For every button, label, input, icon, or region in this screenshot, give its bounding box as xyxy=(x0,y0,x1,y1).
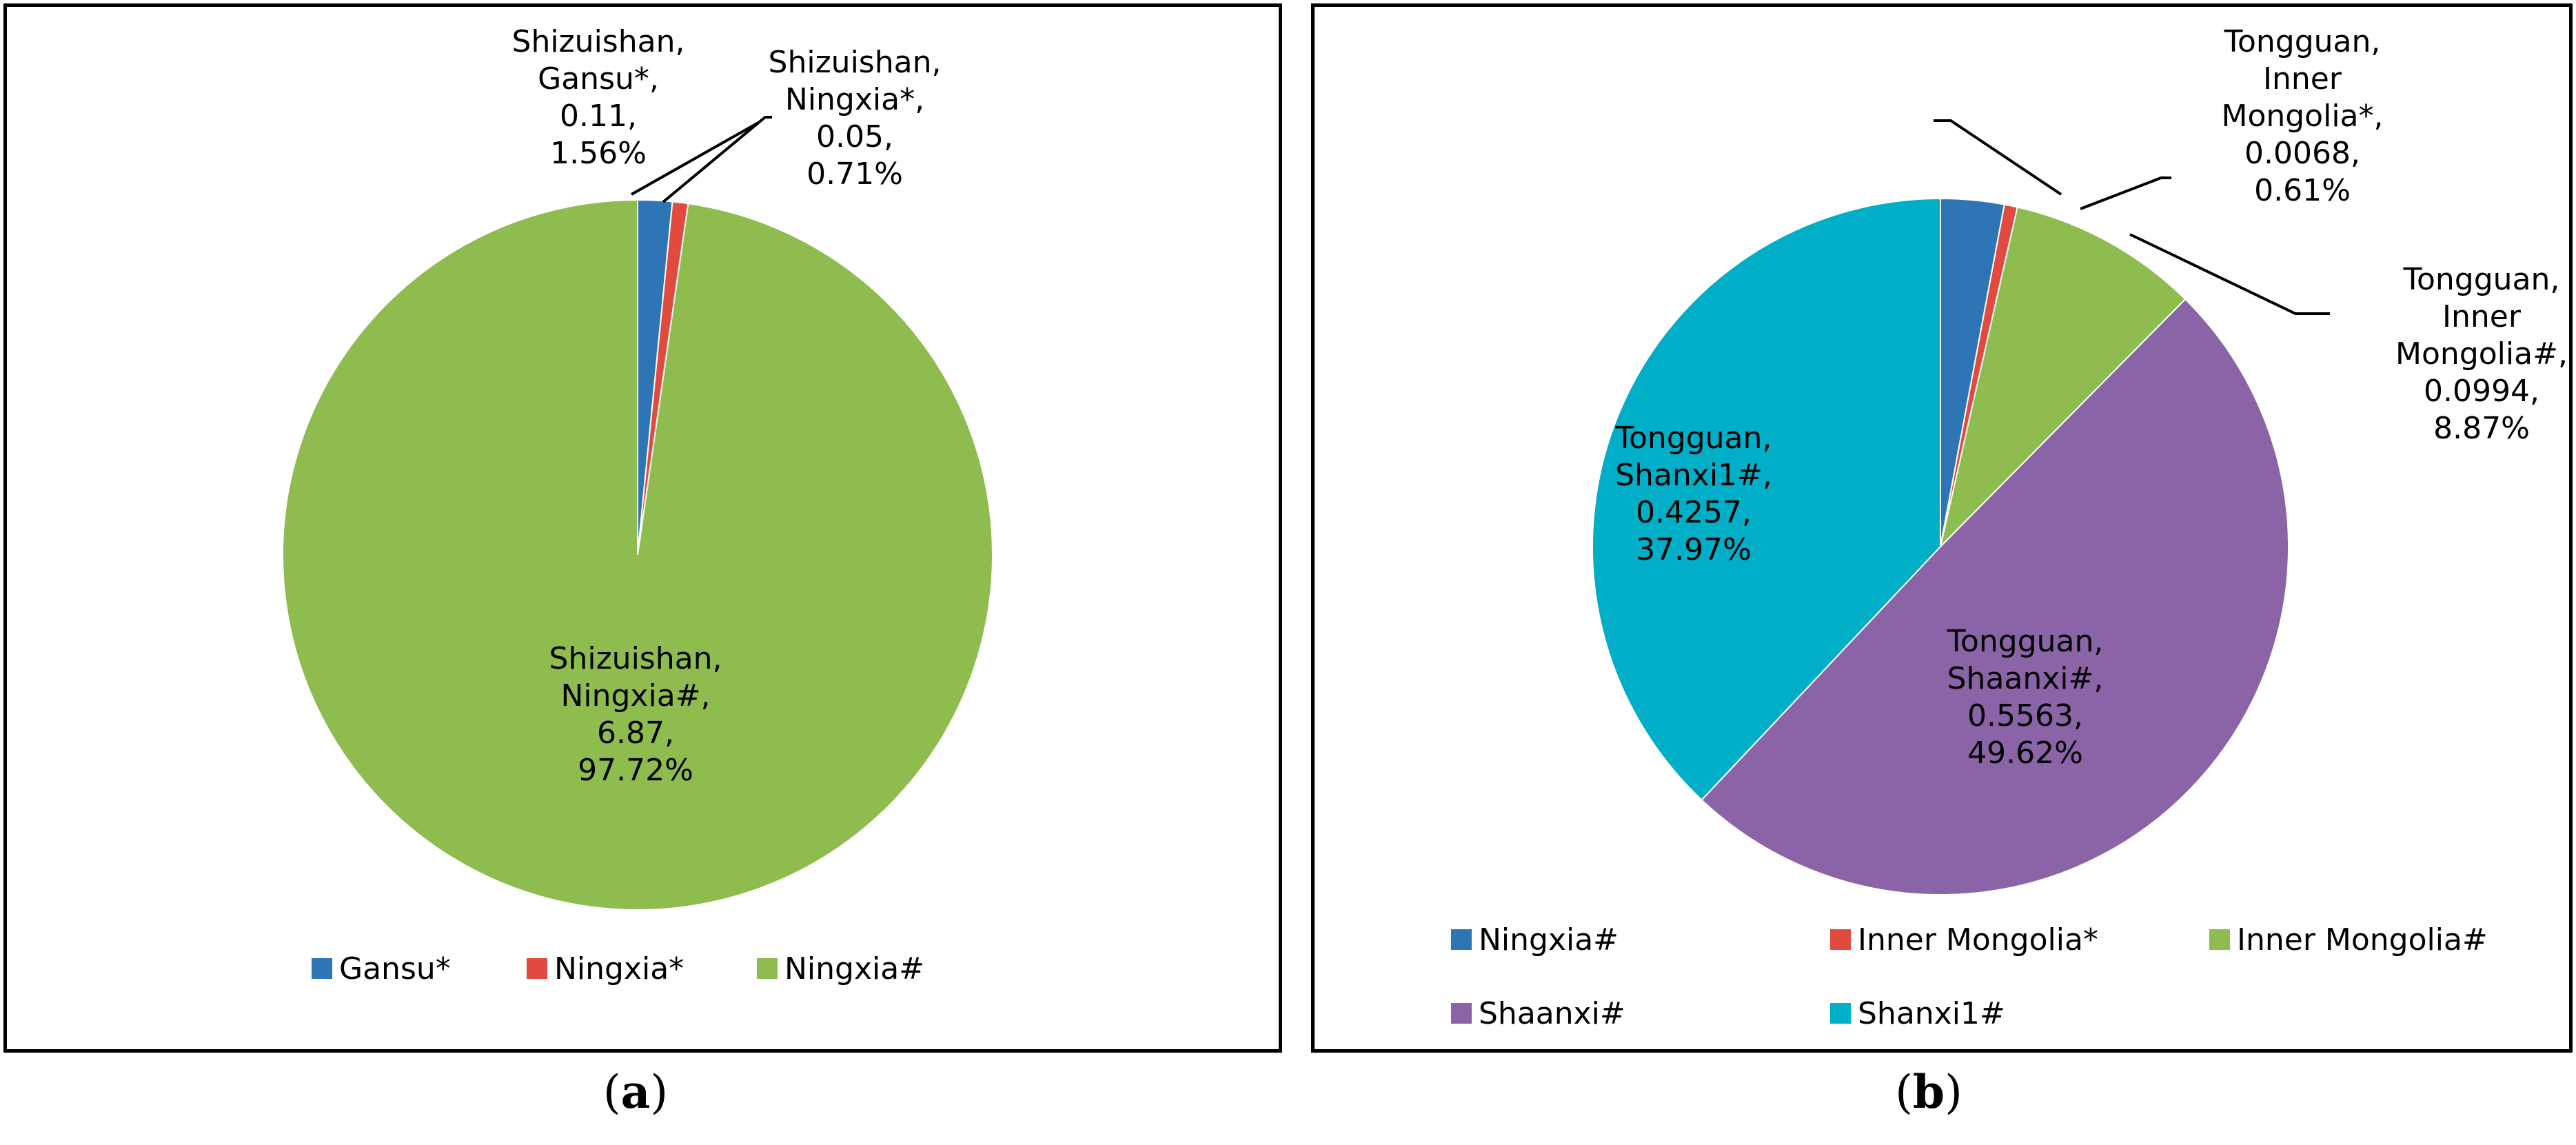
pie-slice-a-2 xyxy=(281,199,993,911)
legend-item-b-3: Shaanxi# xyxy=(1451,996,1625,1031)
legend-label-b-0: Ningxia# xyxy=(1479,922,1619,957)
data-label-b-3: Tongguan, Shaanxi#, 0.5563, 49.62% xyxy=(1947,624,2104,771)
caption-a-letter: a xyxy=(620,1065,651,1119)
legend-item-b-1: Inner Mongolia* xyxy=(1830,922,2098,957)
legend-item-b-2: Inner Mongolia# xyxy=(2209,922,2488,957)
leader-line-a-0 xyxy=(631,121,759,196)
data-labels-b: Tongguan,Ningxia#,0.033,2.94%Tongguan,In… xyxy=(1615,24,2568,771)
legend-label-b-4: Shanxi1# xyxy=(1858,996,2005,1031)
data-label-b-1: Tongguan, Inner Mongolia*, 0.0068, 0.61% xyxy=(2221,24,2383,208)
leader-line-b-2 xyxy=(2129,233,2330,315)
legend-item-b-0: Ningxia# xyxy=(1451,922,1619,957)
pie-slices-a xyxy=(281,199,993,911)
legend-a: Gansu* Ningxia* Ningxia# xyxy=(312,951,924,986)
leader-line-b-1 xyxy=(2080,176,2171,210)
pie-slices-b xyxy=(1592,197,2289,895)
chart-panel-b: Tongguan,Ningxia#,0.033,2.94%Tongguan,In… xyxy=(1311,3,2573,1053)
legend-b: Ningxia# Inner Mongolia* Inner Mongolia# Sh… xyxy=(1451,922,2488,1031)
data-label-a-2: Shizuishan, Ningxia#, 6.87, 97.72% xyxy=(549,641,722,788)
legend-label-a-2: Ningxia# xyxy=(784,951,924,986)
data-label-a-0: Shizuishan, Gansu*, 0.11, 1.56% xyxy=(512,24,685,171)
data-label-a-1: Shizuishan, Ningxia*, 0.05, 0.71% xyxy=(769,45,942,192)
legend-item-a-2: Ningxia# xyxy=(757,951,924,986)
pie-slice-b-4 xyxy=(1592,197,1941,801)
legend-swatch-b-4 xyxy=(1830,1003,1851,1024)
legend-swatch-b-0 xyxy=(1451,929,1472,950)
pie-slice-b-3 xyxy=(1701,298,2289,895)
legend-label-b-1: Inner Mongolia* xyxy=(1858,922,2098,957)
caption-b: (b) xyxy=(1895,1065,1963,1119)
data-label-b-2: Tongguan, Inner Mongolia#, 0.0994, 8.87% xyxy=(2395,262,2568,446)
data-labels-a: Shizuishan, Gansu*, 0.11, 1.56% Shizuishan, N… xyxy=(512,24,942,788)
pie-chart-a: Shizuishan, Gansu*, 0.11, 1.56% Shizuishan, N… xyxy=(281,24,993,986)
legend-item-a-0: Gansu* xyxy=(312,951,451,986)
legend-swatch-b-2 xyxy=(2209,929,2230,950)
legend-label-a-1: Ningxia* xyxy=(554,951,684,986)
legend-swatch-b-3 xyxy=(1451,1003,1472,1024)
leader-line-a-1 xyxy=(662,116,772,203)
legend-item-a-1: Ningxia* xyxy=(527,951,684,986)
legend-swatch-a-1 xyxy=(527,958,547,979)
legend-label-b-2: Inner Mongolia# xyxy=(2237,922,2488,957)
legend-swatch-a-0 xyxy=(312,958,332,979)
legend-label-b-3: Shaanxi# xyxy=(1479,996,1625,1031)
chart-panel-a: Shizuishan, Gansu*, 0.11, 1.56% Shizuishan, N… xyxy=(3,3,1282,1053)
data-label-b-4: Tongguan, Shanxi1#, 0.4257, 37.97% xyxy=(1615,420,1772,567)
leader-line-b-0 xyxy=(1934,119,2062,196)
legend-swatch-a-2 xyxy=(757,958,778,979)
caption-a: (a) xyxy=(602,1065,669,1119)
pie-chart-b: Tongguan,Ningxia#,0.033,2.94%Tongguan,In… xyxy=(1451,24,2568,1031)
legend-item-b-4: Shanxi1# xyxy=(1830,996,2005,1031)
legend-swatch-b-1 xyxy=(1830,929,1851,950)
pie-slice-b-2 xyxy=(1939,206,2187,549)
legend-label-a-0: Gansu* xyxy=(339,951,451,986)
caption-b-letter: b xyxy=(1912,1065,1945,1119)
